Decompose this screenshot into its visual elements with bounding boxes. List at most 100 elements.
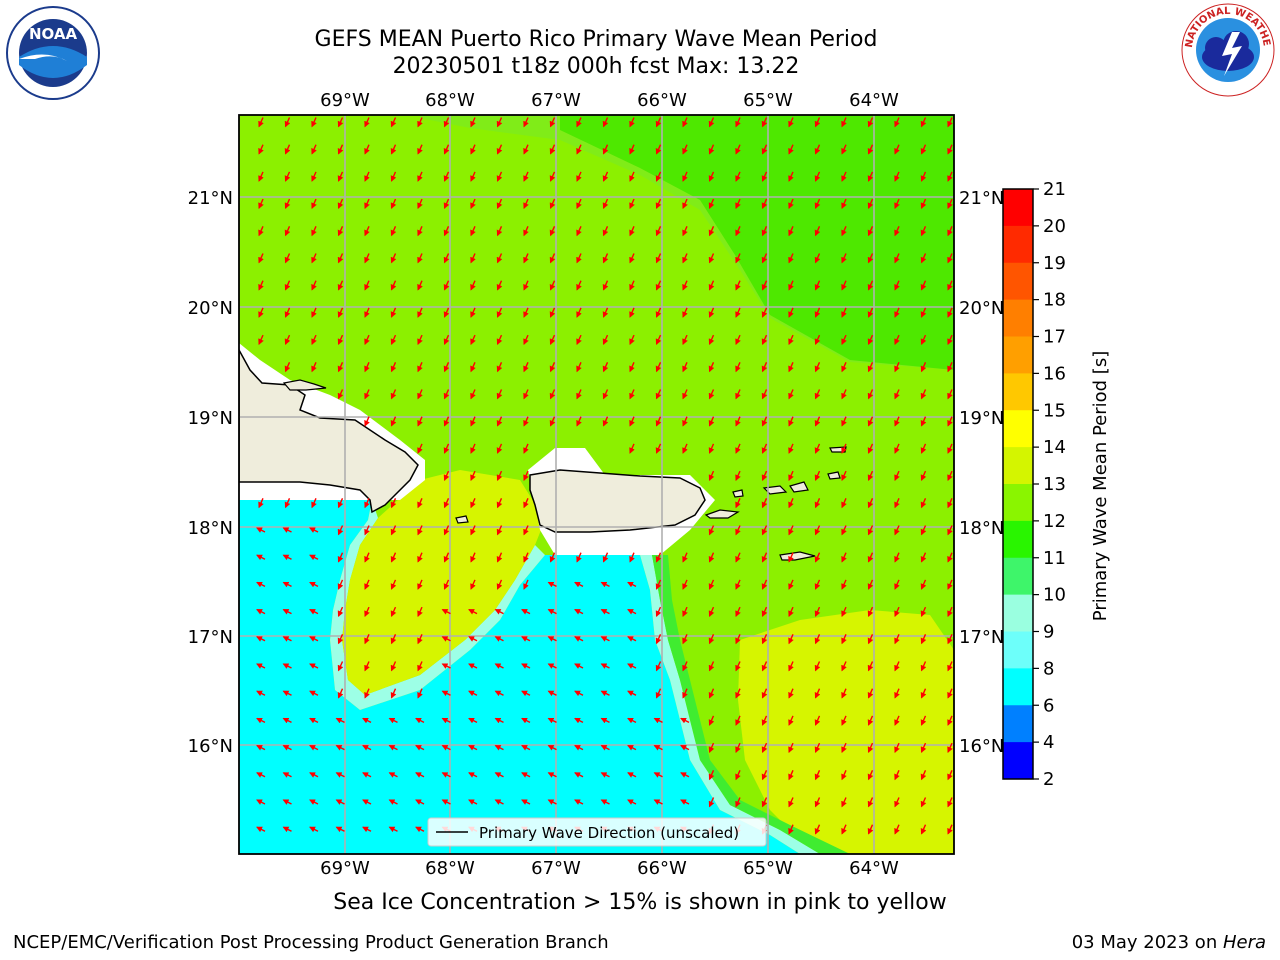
wave-direction-arrow	[761, 280, 768, 291]
wave-direction-arrow	[920, 362, 927, 373]
wave-direction-arrow	[470, 226, 476, 237]
wave-direction-arrow	[841, 362, 847, 373]
wave-direction-arrow	[841, 579, 847, 590]
wave-direction-arrow	[920, 307, 927, 318]
wave-direction-arrow	[788, 579, 794, 590]
wave-direction-arrow	[521, 717, 531, 724]
wave-direction-arrow	[867, 117, 874, 128]
wave-direction-arrow	[708, 579, 715, 590]
wave-direction-arrow	[761, 606, 768, 618]
wave-direction-arrow	[629, 552, 635, 563]
wave-direction-arrow	[867, 634, 874, 645]
wave-direction-arrow	[761, 579, 768, 590]
wave-direction-arrow	[602, 226, 609, 237]
colorbar-tick-label: 13	[1043, 474, 1066, 495]
wave-direction-arrow	[364, 198, 370, 210]
land-tortola	[789, 481, 809, 493]
wave-direction-arrow	[496, 226, 503, 237]
wave-direction-arrow	[415, 826, 425, 833]
wave-direction-arrow	[894, 552, 900, 563]
wave-direction-arrow	[521, 799, 531, 805]
wave-direction-arrow	[574, 608, 584, 615]
wave-direction-arrow	[258, 117, 264, 128]
wave-direction-arrow	[788, 525, 794, 536]
wave-direction-arrow	[311, 498, 317, 509]
wave-direction-arrow	[867, 443, 874, 454]
period-field-9-10-west	[330, 500, 545, 710]
wave-direction-arrow	[735, 715, 741, 726]
wave-direction-arrow	[947, 334, 953, 346]
wave-direction-arrow	[258, 171, 264, 182]
colorbar-segment	[1003, 189, 1033, 227]
wave-direction-arrow	[761, 552, 768, 563]
wave-direction-arrow	[443, 253, 450, 264]
wave-direction-arrow	[364, 253, 370, 264]
wave-direction-arrow	[496, 525, 503, 536]
wave-direction-arrow	[735, 226, 741, 237]
wave-direction-arrow	[443, 198, 450, 210]
wave-direction-arrow	[337, 634, 344, 645]
lon-label-top: 64°W	[849, 90, 899, 111]
wave-direction-arrow	[788, 498, 794, 509]
lon-label-top: 67°W	[531, 90, 581, 111]
wave-direction-arrow	[920, 226, 927, 237]
wave-direction-arrow	[335, 717, 345, 724]
wave-direction-arrow	[468, 717, 478, 724]
wave-direction-arrow	[443, 416, 450, 427]
wave-direction-arrow	[761, 525, 768, 536]
wave-direction-arrow	[496, 334, 503, 346]
wave-direction-arrow	[894, 770, 900, 781]
wave-direction-arrow	[708, 226, 715, 237]
wave-direction-arrow	[841, 715, 847, 726]
wave-direction-arrow	[417, 606, 423, 618]
wave-direction-arrow	[841, 824, 847, 835]
lon-labels-bottom: 69°W 68°W 67°W 66°W 65°W 64°W	[320, 858, 899, 879]
wave-direction-arrow	[947, 470, 953, 482]
wave-direction-arrow	[761, 117, 768, 128]
wave-direction-arrow	[523, 579, 529, 590]
wave-direction-arrow	[600, 608, 610, 615]
period-field-edge	[652, 555, 850, 854]
wave-direction-arrow	[867, 334, 874, 346]
wave-direction-arrow	[920, 742, 927, 754]
wave-direction-arrow	[309, 717, 319, 724]
colorbar-tick-label: 15	[1043, 400, 1066, 421]
wave-direction-arrow	[523, 144, 529, 155]
wave-direction-arrow	[761, 144, 768, 155]
wave-direction-arrow	[894, 416, 900, 427]
wave-direction-arrow	[521, 690, 531, 697]
wave-direction-arrow	[867, 144, 874, 155]
wave-direction-arrow	[311, 117, 317, 128]
wave-direction-arrow	[814, 307, 821, 318]
wave-direction-arrow	[841, 416, 847, 427]
wave-direction-arrow	[443, 226, 450, 237]
wave-direction-arrow	[867, 715, 874, 726]
wave-direction-arrow	[521, 744, 531, 751]
wave-direction-arrow	[708, 416, 715, 427]
wave-direction-arrow	[311, 144, 317, 155]
wave-direction-arrow	[602, 416, 609, 427]
wave-direction-arrow	[682, 443, 688, 454]
wave-direction-arrow	[574, 772, 584, 778]
map-frame	[238, 114, 955, 855]
wave-direction-arrow	[629, 362, 635, 373]
wave-direction-arrow	[894, 742, 900, 754]
wave-direction-arrow	[814, 416, 821, 427]
wave-direction-arrow	[761, 742, 768, 754]
wave-direction-arrow	[364, 634, 370, 645]
colorbar-tick-label: 16	[1043, 363, 1066, 384]
wave-direction-arrow	[549, 198, 556, 210]
wave-direction-arrow	[549, 362, 556, 373]
wave-direction-arrow	[788, 552, 794, 563]
wave-direction-arrow	[682, 171, 688, 182]
wave-direction-arrow	[735, 634, 741, 645]
wave-direction-arrow	[788, 389, 794, 400]
wave-direction-arrow	[655, 579, 662, 590]
wave-direction-arrow	[894, 688, 900, 699]
wave-direction-arrow	[629, 198, 635, 210]
wave-direction-arrow	[627, 636, 637, 642]
wave-direction-arrow	[549, 307, 556, 318]
wave-direction-arrow	[600, 717, 610, 724]
wave-direction-arrow	[494, 717, 504, 724]
wave-direction-arrow	[627, 608, 637, 615]
